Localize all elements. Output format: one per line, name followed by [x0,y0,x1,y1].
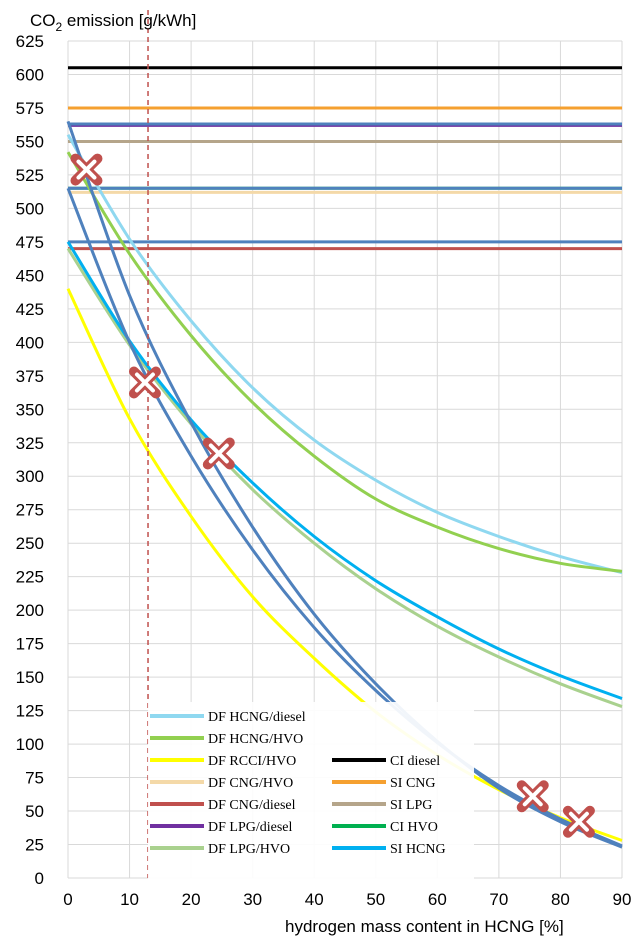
intersection-marker [516,780,549,813]
legend-label: CI HVO [390,820,438,835]
y-tick-label: 350 [16,400,44,419]
y-tick-label: 25 [25,836,44,855]
intersection-marker [70,153,103,186]
marker-x-inner [134,372,155,393]
legend-box [148,702,474,880]
x-tick-label: 80 [551,890,570,909]
y-tick-label: 250 [16,534,44,553]
legend: DF HCNG/diesel DF HCNG/HVO DF RCCI/HVO DF C… [148,702,474,880]
intersection-markers [70,153,595,838]
legend-label: SI CNG [390,776,436,791]
y-tick-label: 150 [16,668,44,687]
y-tick-label: 225 [16,568,44,587]
y-tick-label: 125 [16,702,44,721]
y-tick-label: 400 [16,333,44,352]
y-tick-label: 325 [16,434,44,453]
x-tick-labels: 0 10 20 30 40 50 60 70 80 90 [63,890,631,909]
y-tick-label: 175 [16,635,44,654]
y-tick-label: 50 [25,802,44,821]
y-tick-label: 0 [35,869,44,888]
marker-x-inner [522,786,543,807]
series-line-si-hcng [66,241,623,700]
y-tick-label: 375 [16,367,44,386]
intersection-marker [202,437,235,470]
x-tick-label: 60 [428,890,447,909]
y-tick-label: 500 [16,199,44,218]
flat-series-lines [68,66,622,251]
marker-x-inner [76,159,97,180]
y-axis-title: CO2 emission [g/kWh] [30,11,196,34]
x-tick-label: 10 [120,890,139,909]
y-tick-label: 575 [16,99,44,118]
x-tick-label: 30 [243,890,262,909]
x-axis-title: hydrogen mass content in HCNG [%] [285,917,564,936]
y-tick-label: 450 [16,266,44,285]
y-tick-label: 300 [16,467,44,486]
x-tick-label: 0 [63,890,72,909]
intersection-marker [562,805,595,838]
legend-label: DF LPG/HVO [208,842,290,857]
series-line-df-hcng-diesel [66,133,623,575]
x-tick-label: 20 [182,890,201,909]
legend-label: SI HCNG [390,842,446,857]
series-line-df-hcng-hvo [66,151,623,573]
y-tick-label: 275 [16,501,44,520]
legend-label: CI diesel [390,754,440,769]
y-tick-label: 475 [16,233,44,252]
marker-x-inner [568,811,589,832]
marker-x-inner [208,443,229,464]
y-tick-label: 75 [25,769,44,788]
legend-label: DF CNG/HVO [208,776,293,791]
legend-label: DF HCNG/HVO [208,732,303,747]
y-tick-label: 200 [16,601,44,620]
y-tick-label: 550 [16,132,44,151]
legend-label: DF HCNG/diesel [208,710,306,725]
x-tick-label: 50 [366,890,385,909]
x-tick-label: 90 [613,890,632,909]
unlabeled-line [66,187,623,848]
y-tick-label: 525 [16,166,44,185]
legend-label: DF CNG/diesel [208,798,296,813]
y-tick-label: 100 [16,735,44,754]
legend-label: DF LPG/diesel [208,820,293,835]
y-tick-labels: 0 25 50 75 100 125 150 175 200 225 250 275 300 325 350… [16,32,44,888]
x-tick-label: 40 [305,890,324,909]
legend-label: DF RCCI/HVO [208,754,296,769]
x-tick-label: 70 [489,890,508,909]
y-tick-label: 425 [16,300,44,319]
y-tick-label: 625 [16,32,44,51]
y-tick-label: 600 [16,65,44,84]
unlabeled-line [66,120,623,849]
intersection-marker [128,366,161,399]
legend-label: SI LPG [390,798,432,813]
